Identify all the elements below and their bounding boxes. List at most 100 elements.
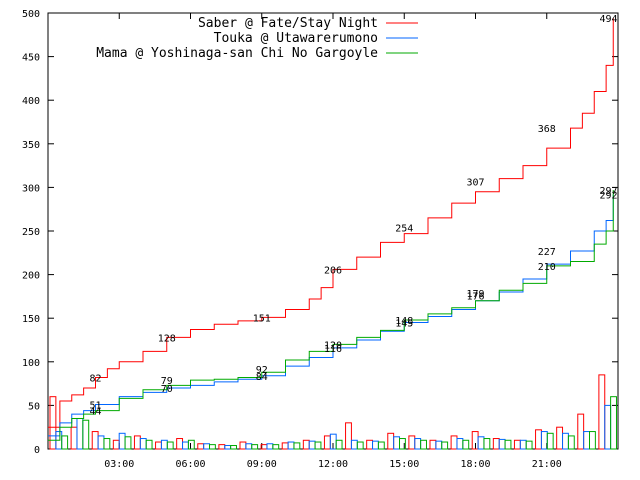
bar-s2-13 bbox=[335, 439, 343, 450]
bar-s0-5 bbox=[155, 441, 162, 450]
data-label-s1-7: 292 bbox=[599, 190, 617, 201]
bar-layer bbox=[49, 374, 617, 450]
bar-s0-1 bbox=[70, 426, 78, 450]
bar-s2-25 bbox=[589, 431, 596, 450]
bar-s0-7 bbox=[197, 443, 205, 450]
bar-s1-24 bbox=[562, 432, 569, 450]
series-line-0 bbox=[48, 18, 614, 428]
bar-s2-16 bbox=[399, 438, 406, 450]
bar-s2-7 bbox=[209, 444, 216, 450]
bar-s1-10 bbox=[266, 443, 274, 450]
bar-s1-21 bbox=[498, 438, 506, 450]
x-tick-label: 09:00 bbox=[247, 459, 277, 470]
chart-axes: 0 50 100 150 200 250 300 350 400 450 500 03:00 06:00… bbox=[22, 9, 619, 470]
line-layer bbox=[48, 18, 614, 441]
bar-s1-12 bbox=[308, 440, 316, 450]
bar-s0-25 bbox=[577, 413, 585, 450]
bar-s0-6 bbox=[176, 438, 184, 450]
bar-s1-9 bbox=[245, 443, 253, 450]
data-label-s1-6: 227 bbox=[538, 247, 556, 258]
bar-s2-6 bbox=[187, 439, 195, 450]
plot-frame bbox=[47, 12, 619, 450]
y-tick-label: 350 bbox=[22, 140, 40, 151]
data-label-s0-2: 151 bbox=[253, 313, 271, 324]
bar-s0-24 bbox=[556, 426, 564, 450]
y-tick-label: 300 bbox=[22, 183, 40, 194]
bar-s1-1 bbox=[76, 417, 84, 450]
bar-s2-26 bbox=[610, 396, 617, 450]
y-tick-label: 200 bbox=[22, 271, 40, 282]
bar-s0-23 bbox=[535, 429, 542, 450]
bar-s1-20 bbox=[477, 436, 485, 450]
bar-s1-17 bbox=[414, 438, 422, 450]
x-tick-label: 21:00 bbox=[532, 459, 562, 470]
y-tick-label: 500 bbox=[22, 9, 40, 20]
y-tick-label: 250 bbox=[22, 227, 40, 238]
bar-s2-5 bbox=[166, 441, 174, 450]
data-label-s1-3: 116 bbox=[324, 344, 342, 355]
data-label-layer: 82 128 151 206 254 307 368 494 51 70 84 116 145 176 22… bbox=[89, 14, 617, 417]
data-label-s1-1: 70 bbox=[161, 384, 173, 395]
bar-s0-18 bbox=[429, 439, 437, 450]
x-tick-label: 03:00 bbox=[104, 459, 134, 470]
bar-s2-4 bbox=[145, 439, 153, 450]
bar-s2-1 bbox=[82, 419, 90, 450]
bar-s0-16 bbox=[387, 432, 395, 450]
legend-label-0: Saber @ Fate/Stay Night bbox=[198, 16, 378, 31]
bar-s0-4 bbox=[133, 435, 141, 450]
bar-s0-15 bbox=[366, 439, 374, 450]
bar-s0-21 bbox=[492, 438, 500, 450]
data-label-s0-6: 368 bbox=[538, 124, 556, 135]
bar-s0-9 bbox=[239, 441, 247, 450]
y-tick-label: 400 bbox=[22, 96, 40, 107]
data-label-s0-5: 307 bbox=[466, 177, 484, 188]
y-tick-label: 100 bbox=[22, 358, 40, 369]
bar-s1-14 bbox=[350, 439, 358, 450]
data-label-s1-4: 145 bbox=[395, 319, 413, 330]
series-line-2 bbox=[48, 190, 614, 441]
bar-s1-25 bbox=[583, 431, 591, 450]
y-tick-label: 150 bbox=[22, 314, 40, 325]
bar-s0-17 bbox=[408, 435, 416, 450]
bar-s1-19 bbox=[456, 438, 464, 450]
bar-s0-19 bbox=[450, 435, 458, 450]
x-tick-label: 15:00 bbox=[389, 459, 419, 470]
legend-label-1: Touka @ Utawarerumono bbox=[214, 31, 378, 46]
bar-s1-4 bbox=[139, 438, 147, 450]
bar-s1-3 bbox=[118, 432, 126, 450]
bar-s1-7 bbox=[203, 443, 211, 450]
x-tick-label: 06:00 bbox=[175, 459, 205, 470]
bar-s2-17 bbox=[420, 439, 427, 450]
bar-s0-13 bbox=[323, 435, 331, 450]
bar-s1-8 bbox=[224, 445, 232, 450]
data-label-s2-7: 297 bbox=[599, 186, 617, 197]
data-label-s0-0: 82 bbox=[89, 373, 101, 384]
bar-s2-14 bbox=[356, 441, 364, 450]
y-tick-label: 450 bbox=[22, 53, 40, 64]
x-tick-label: 18:00 bbox=[460, 459, 490, 470]
bar-s0-22 bbox=[513, 439, 521, 450]
bar-s0-8 bbox=[218, 444, 226, 450]
bar-s1-16 bbox=[393, 436, 401, 450]
legend-label-2: Mama @ Yoshinaga-san Chi No Gargoyle bbox=[96, 46, 378, 61]
data-label-s2-1: 79 bbox=[161, 376, 173, 387]
bar-s0-26 bbox=[598, 374, 606, 450]
data-label-s2-0: 44 bbox=[89, 407, 101, 418]
bar-s2-23 bbox=[546, 432, 554, 450]
bar-s2-21 bbox=[504, 439, 512, 450]
bar-s2-2 bbox=[103, 438, 111, 450]
bar-s2-11 bbox=[293, 442, 301, 450]
bar-s0-14 bbox=[345, 422, 352, 450]
bar-s2-24 bbox=[567, 435, 575, 450]
y-tick-label: 50 bbox=[28, 401, 40, 412]
bar-s2-22 bbox=[525, 440, 533, 450]
data-label-s0-4: 254 bbox=[395, 224, 413, 235]
data-label-s2-3: 120 bbox=[324, 340, 342, 351]
bar-s2-3 bbox=[124, 436, 132, 450]
bar-s1-5 bbox=[160, 439, 168, 450]
data-label-s0-7: 494 bbox=[599, 14, 617, 25]
bar-s2-12 bbox=[314, 441, 322, 450]
data-label-s2-4: 148 bbox=[395, 316, 413, 327]
